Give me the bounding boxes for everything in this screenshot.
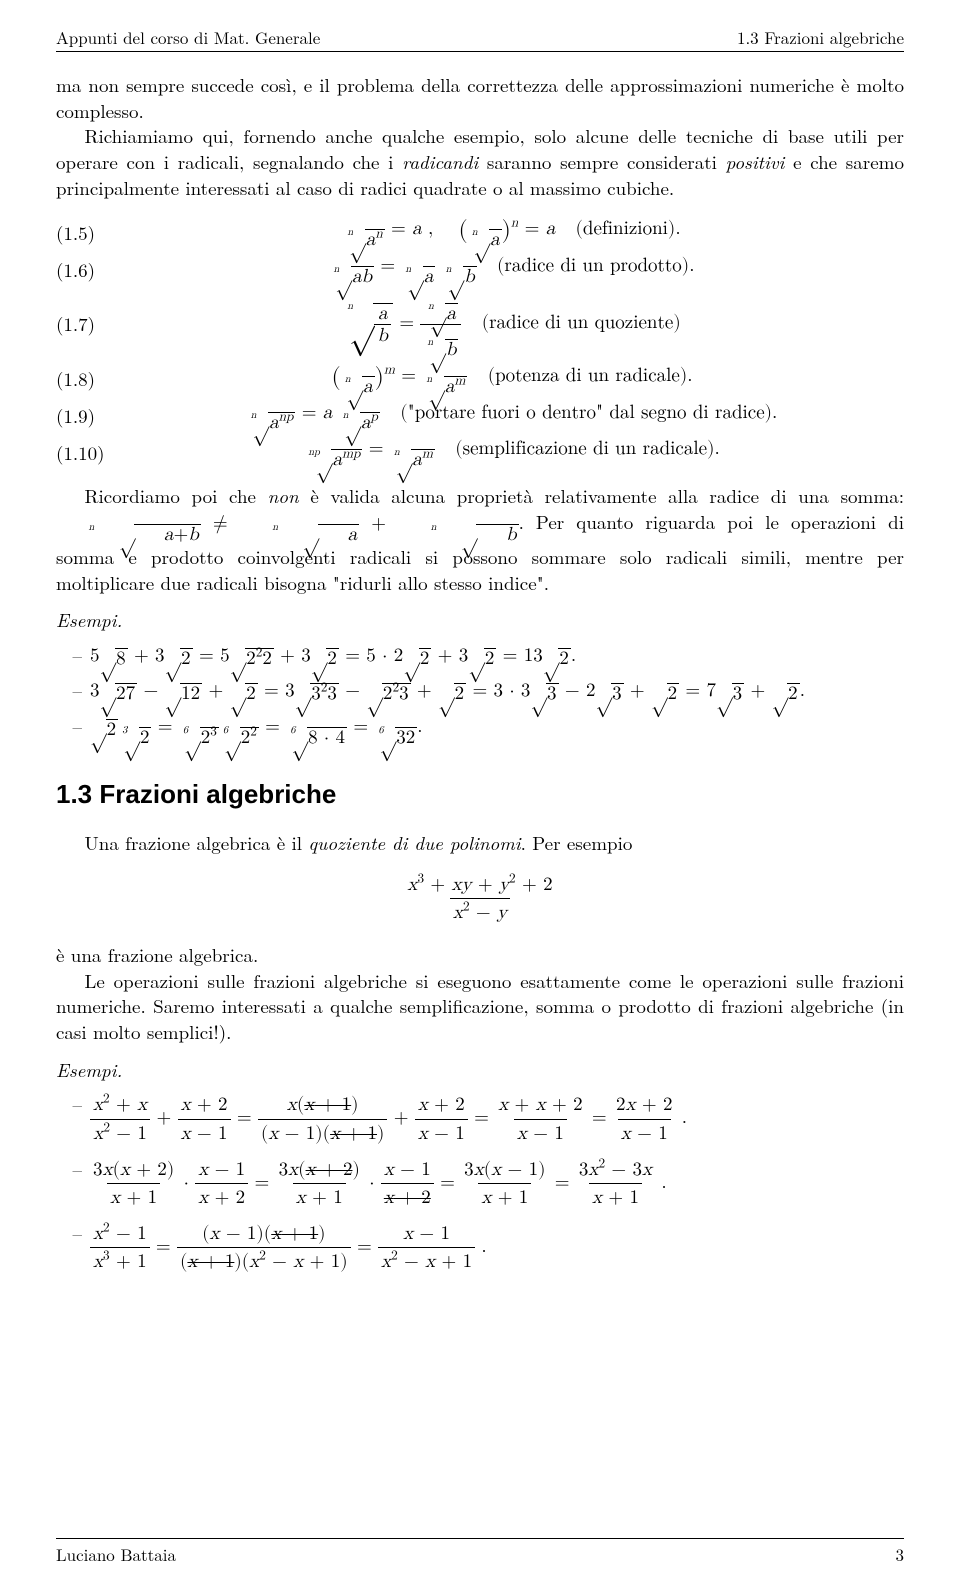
footer-rule [56, 1538, 904, 1539]
eq-1-6: (1.6) n√ab = n√a n√b (radice di un prodo… [56, 253, 904, 286]
alg-example-3: – x2 − 1x3 + 1 = (x − 1)(x + 1)(x + 1)(x… [56, 1221, 904, 1275]
alg-example-1: – x2 + xx2 − 1 + x + 2x − 1 = x(x + 1)(x… [56, 1092, 904, 1146]
para-4: Una frazione algebrica è il quoziente di… [56, 830, 904, 856]
example-1: – 5√8 + 3√2 = 5√222 + 3√2 = 5 · 2√2 + 3√… [56, 643, 904, 669]
para-2: Richiamiamo qui, fornendo anche qualche … [56, 123, 904, 200]
footer-left: Luciano Battaia [56, 1543, 176, 1566]
display-fraction: x3 + xy + y2 + 2 x2 − y [56, 872, 904, 926]
para-1: ma non sempre succede così, e il problem… [56, 72, 904, 123]
equation-block: (1.5) n√an = a , (n√a)n = a (definizioni… [56, 216, 904, 469]
example-3: – √23√2 = 6√236√22 = 6√8 · 4 = 6√32. [56, 714, 904, 747]
esempi-heading-2: Esempi. [56, 1057, 904, 1083]
footer-right: 3 [896, 1543, 905, 1566]
header-right: 1.3 Frazioni algebriche [737, 26, 904, 49]
alg-example-2: – 3x(x + 2)x + 1 · x − 1x + 2 = 3x(x + 2… [56, 1157, 904, 1211]
eq-1-10: (1.10) np√amp = n√am (semplificazione di… [56, 436, 904, 469]
eq-1-9: (1.9) n√anp = a n√ap ("portare fuori o d… [56, 400, 904, 433]
eq-1-8: (1.8) (n√a)m = n√am (potenza di un radic… [56, 363, 904, 396]
esempi-heading: Esempi. [56, 607, 904, 633]
section-title: 1.3 Frazioni algebriche [56, 777, 904, 812]
page-footer: Luciano Battaia 3 [56, 1538, 904, 1566]
para-5: è una frazione algebrica. [56, 942, 904, 968]
page-header: Appunti del corso di Mat. Generale 1.3 F… [56, 26, 904, 49]
para-3: Ricordiamo poi che non è valida alcuna p… [56, 483, 904, 595]
para-6: Le operazioni sulle frazioni algebriche … [56, 968, 904, 1045]
eq-1-5: (1.5) n√an = a , (n√a)n = a (definizioni… [56, 216, 904, 249]
eq-1-7: (1.7) n√ab = n√an√b (radice di un quozie… [56, 290, 904, 359]
header-rule [56, 51, 904, 52]
header-left: Appunti del corso di Mat. Generale [56, 26, 320, 49]
example-2: – 3√27 − √12 + √2 = 3√323 − √223 + √2 = … [56, 678, 904, 704]
